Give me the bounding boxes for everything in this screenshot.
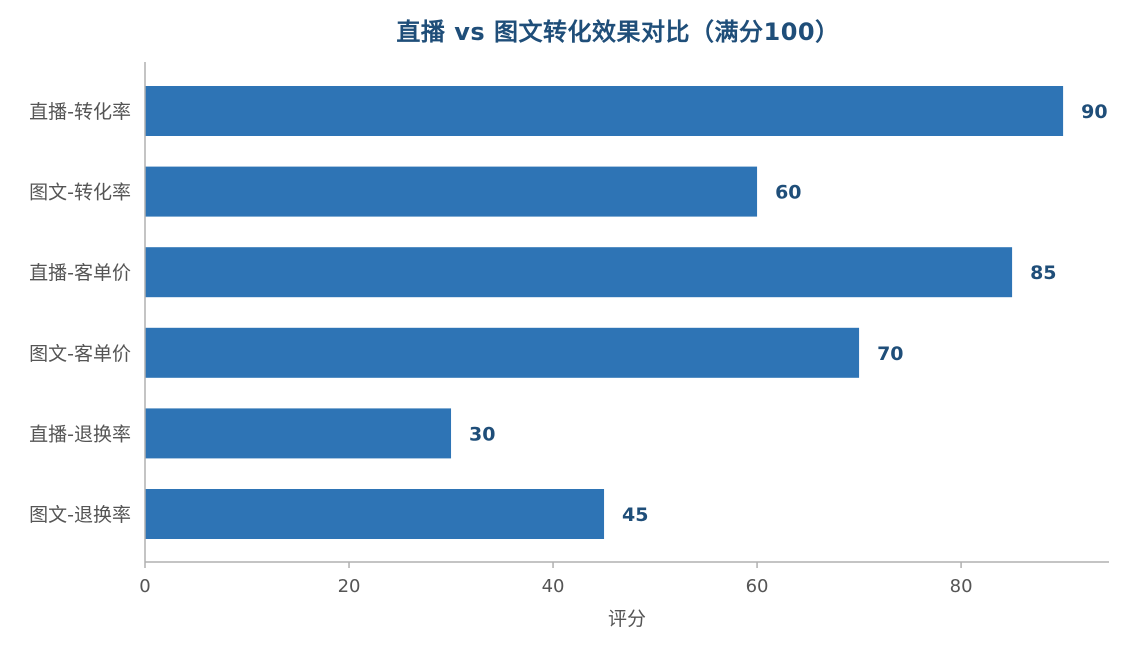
x-tick-label: 20 (338, 576, 361, 597)
value-label: 45 (622, 504, 648, 526)
value-label: 85 (1030, 262, 1056, 284)
chart-title: 直播 vs 图文转化效果对比（满分100） (396, 18, 840, 46)
value-label: 60 (775, 182, 801, 204)
x-tick-label: 60 (746, 576, 769, 597)
x-tick-label: 0 (139, 576, 150, 597)
category-label: 直播-转化率 (29, 101, 131, 123)
category-label: 图文-客单价 (29, 343, 131, 365)
value-label: 90 (1081, 101, 1107, 123)
category-label: 图文-退换率 (29, 504, 131, 526)
bar (145, 408, 452, 459)
category-label: 图文-转化率 (29, 182, 131, 204)
x-tick-label: 40 (542, 576, 565, 597)
bar (145, 86, 1064, 136)
category-label: 直播-客单价 (29, 262, 131, 284)
bar (145, 327, 860, 378)
bars-layer (145, 86, 1064, 539)
labels-layer: 直播-转化率 90 图文-转化率 60 直播-客单价 85 图文-客单价 70 直播-退换率 30… (29, 101, 1107, 597)
bar (145, 489, 605, 539)
value-label: 70 (877, 343, 903, 365)
x-tick-label: 80 (950, 576, 973, 597)
category-label: 直播-退换率 (29, 423, 131, 445)
x-axis-title: 评分 (608, 608, 646, 630)
bar (145, 166, 758, 217)
value-label: 30 (469, 423, 495, 445)
bar (145, 247, 1013, 298)
axes-layer (144, 62, 1109, 563)
